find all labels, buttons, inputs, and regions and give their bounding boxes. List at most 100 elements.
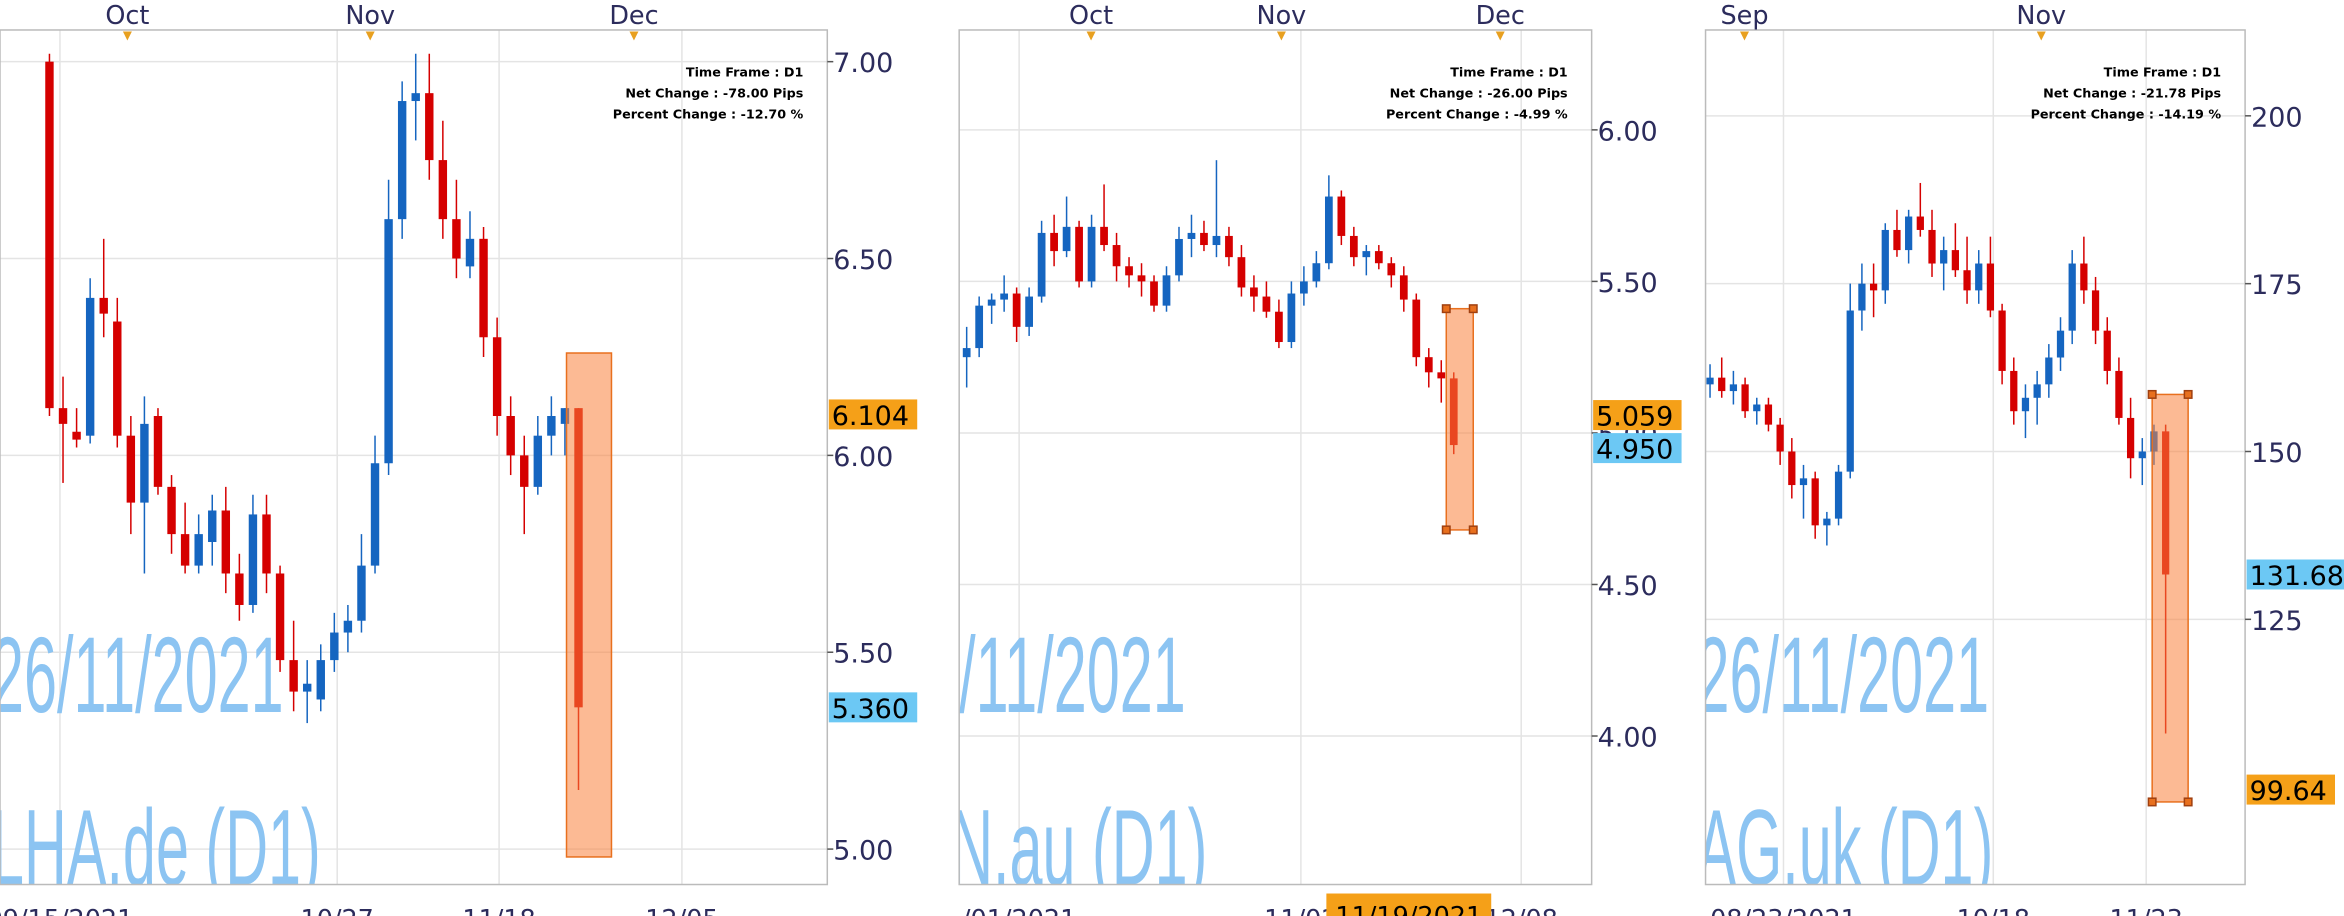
candle-body	[1940, 250, 1948, 264]
candle-body	[506, 416, 515, 456]
candle-body	[1928, 229, 1936, 264]
month-marker	[1740, 31, 1750, 41]
candle-body	[113, 321, 122, 436]
watermark-symbol: LHA.de (D1)	[0, 788, 321, 908]
price-label: 4.950	[1596, 435, 1673, 466]
plot-area	[959, 29, 1592, 885]
candle-body	[1893, 229, 1901, 251]
candle-body	[1275, 311, 1283, 343]
candle-body	[1963, 270, 1971, 291]
candle-body	[1998, 310, 2006, 371]
candle-body	[1137, 275, 1146, 282]
price-label-box	[1593, 433, 1682, 464]
highlight-box	[2151, 393, 2189, 803]
candle-body	[1706, 377, 1714, 385]
candle-body	[194, 534, 203, 566]
candle-body	[1951, 250, 1959, 271]
candle-body	[533, 435, 543, 487]
candle-body	[1811, 478, 1819, 526]
candle-body	[560, 408, 570, 424]
date-label: 08/23/2021	[1710, 905, 1857, 916]
candle-body	[1300, 281, 1308, 294]
candle-body	[1062, 226, 1071, 252]
month-marker	[1276, 31, 1286, 41]
candle-body	[2138, 451, 2146, 459]
highlight-date: 11/19/2021	[1335, 902, 1482, 916]
candle-body	[208, 510, 217, 542]
y-tick-label: 5.50	[1598, 268, 1658, 299]
candle-body	[1037, 232, 1046, 297]
y-tick-label: 125	[2251, 606, 2302, 637]
candle-body	[1187, 232, 1196, 239]
candle-body	[262, 514, 271, 574]
date-label: 11/02	[1264, 905, 1337, 916]
price-label-box	[2246, 559, 2344, 590]
y-tick-label: 4.50	[1598, 571, 1658, 602]
candle-body	[1916, 216, 1924, 230]
date-label: /01/2021	[962, 905, 1076, 916]
candle-body	[370, 463, 380, 566]
price-label-box	[828, 692, 918, 723]
candle-body	[1087, 226, 1096, 282]
candle-body	[2126, 417, 2135, 459]
handle	[1468, 304, 1478, 314]
candle-body	[1175, 238, 1183, 276]
candle-body	[547, 416, 556, 436]
candle-body	[167, 486, 176, 535]
candle-body	[1112, 245, 1121, 267]
handle	[2183, 389, 2193, 399]
info-text: Net Change : -26.00 Pips	[1390, 86, 1568, 101]
candle-body	[1262, 296, 1271, 312]
candle-body	[1869, 283, 1878, 291]
candle-body	[357, 565, 366, 621]
candle-body	[1858, 283, 1866, 311]
chart-panel: 26/11/2021 AG.uk (D1) Time Frame : D1 Net C…	[1697, 29, 2246, 885]
info-text: Time Frame : D1	[2104, 65, 2221, 80]
month-label: Dec	[609, 1, 658, 31]
candle-body	[987, 299, 996, 306]
candle-body	[1000, 293, 1009, 300]
candle-body	[1437, 372, 1446, 379]
y-tick-label: 150	[2251, 438, 2302, 469]
candle-body	[425, 93, 434, 161]
watermark-date: 26/11/2021	[1697, 615, 1990, 735]
candle-body	[2080, 263, 2088, 291]
info-text: Time Frame : D1	[1450, 65, 1567, 80]
candle-body	[343, 620, 353, 633]
handle	[2183, 797, 2193, 807]
candle-body	[2103, 330, 2111, 371]
candle-body	[248, 514, 258, 605]
candle-body	[438, 160, 448, 220]
price-label: 5.059	[1596, 402, 1673, 433]
candle-body	[1905, 216, 1913, 251]
y-tick-label: 6.00	[833, 442, 893, 473]
price-label: 99.64	[2250, 776, 2327, 807]
handle	[2147, 797, 2157, 807]
candle-body	[452, 219, 461, 259]
candle-body	[1362, 251, 1371, 258]
candle-body	[1100, 226, 1108, 246]
y-tick-label: 7.00	[833, 48, 893, 79]
month-marker	[1495, 31, 1505, 41]
info-text: Net Change : -21.78 Pips	[2043, 86, 2221, 101]
candle-body	[1225, 235, 1233, 258]
frame	[0, 29, 829, 886]
candle-body	[411, 93, 420, 102]
candle-body	[1349, 235, 1358, 258]
month-label: Nov	[1257, 1, 1307, 31]
candle-body	[2045, 357, 2053, 385]
candle-body	[1881, 229, 1889, 291]
watermark-symbol: N.au (D1)	[950, 788, 1207, 908]
candle-body	[99, 297, 108, 314]
candle-body	[153, 416, 163, 487]
candle-body	[1753, 404, 1761, 412]
candle-body	[397, 101, 407, 220]
candle-body	[1986, 263, 1995, 311]
info-text: Net Change : -78.00 Pips	[625, 86, 803, 101]
chart-panel: /11/2021 N.au (D1) Time Frame : D1 Net Chan…	[950, 29, 1592, 908]
month-marker	[122, 31, 132, 41]
month-label: Nov	[2016, 1, 2066, 31]
candle-body	[1287, 293, 1296, 343]
date-label: 10/18	[1957, 905, 2030, 916]
candle-body	[45, 61, 54, 409]
